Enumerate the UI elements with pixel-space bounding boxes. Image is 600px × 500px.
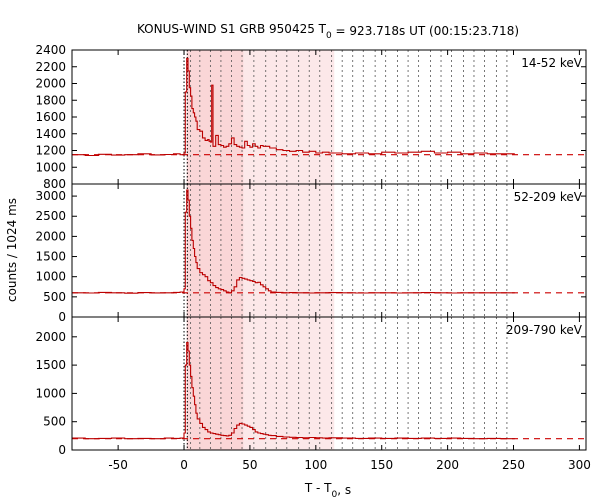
- energy-band-label-panel3: 209-790 keV: [506, 323, 583, 337]
- y-tick-label: 1500: [35, 358, 66, 372]
- light-curve-209-790-keV: [72, 341, 515, 440]
- x-axis-title-main: T - T: [304, 481, 332, 495]
- x-axis-title: T - T0, s: [304, 481, 351, 500]
- highlight-interval-panel1-2: [243, 50, 335, 184]
- chart-title-suffix: = 923.718s UT (00:15:23.718): [332, 24, 519, 38]
- x-tick-label: 150: [370, 458, 393, 472]
- y-tick-label: 3000: [35, 189, 66, 203]
- y-tick-label: 1600: [35, 110, 66, 124]
- chart-title-prefix: KONUS-WIND S1 GRB 950425 T: [137, 22, 327, 36]
- y-tick-label: 1000: [35, 270, 66, 284]
- chart-title: KONUS-WIND S1 GRB 950425 T0 = 923.718s U…: [137, 22, 519, 41]
- y-tick-label: 800: [43, 177, 66, 191]
- grid-layer: [72, 50, 586, 450]
- y-tick-label: 1000: [35, 160, 66, 174]
- x-axis-title-suffix: , s: [337, 483, 351, 497]
- panel-frame-3: [71, 316, 587, 451]
- highlight-interval-panel3-1: [186, 317, 244, 450]
- light-curve-52-209-keV: [72, 189, 515, 294]
- y-tick-label: 2000: [35, 77, 66, 91]
- highlight-interval-panel3-2: [243, 317, 335, 450]
- y-tick-label: 2200: [35, 60, 66, 74]
- background-layer: [186, 50, 335, 450]
- y-tick-label: 500: [43, 290, 66, 304]
- y-tick-label: 2000: [35, 330, 66, 344]
- x-axis-title-sub: 0: [332, 490, 338, 500]
- y-tick-label: 2400: [35, 43, 66, 57]
- y-tick-label: 1000: [35, 386, 66, 400]
- energy-band-label-panel2: 52-209 keV: [514, 190, 583, 204]
- y-tick-label: 1500: [35, 250, 66, 264]
- chart-title-sub: 0: [326, 31, 332, 41]
- y-tick-label: 1400: [35, 127, 66, 141]
- y-tick-label: 500: [43, 415, 66, 429]
- y-axis-title: counts / 1024 ms: [5, 198, 19, 302]
- y-tick-label: 0: [58, 443, 66, 457]
- x-tick-label: 100: [304, 458, 327, 472]
- x-tick-label: 250: [502, 458, 525, 472]
- y-tick-label: 0: [58, 310, 66, 324]
- y-tick-label: 1800: [35, 93, 66, 107]
- x-tick-label: 200: [436, 458, 459, 472]
- frame-layer: 8001000120014001600180020002200240014-52…: [35, 43, 590, 472]
- x-tick-label: 0: [180, 458, 188, 472]
- y-tick-label: 2000: [35, 229, 66, 243]
- y-tick-label: 1200: [35, 144, 66, 158]
- x-tick-label: -50: [108, 458, 128, 472]
- y-tick-label: 2500: [35, 209, 66, 223]
- light-curve-14-52-keV: [72, 57, 515, 157]
- highlight-interval-panel2-1: [186, 184, 244, 317]
- highlight-interval-panel2-2: [243, 184, 335, 317]
- x-tick-label: 300: [568, 458, 591, 472]
- x-tick-label: 50: [242, 458, 257, 472]
- data-layer: [72, 57, 515, 440]
- energy-band-label-panel1: 14-52 keV: [521, 56, 583, 70]
